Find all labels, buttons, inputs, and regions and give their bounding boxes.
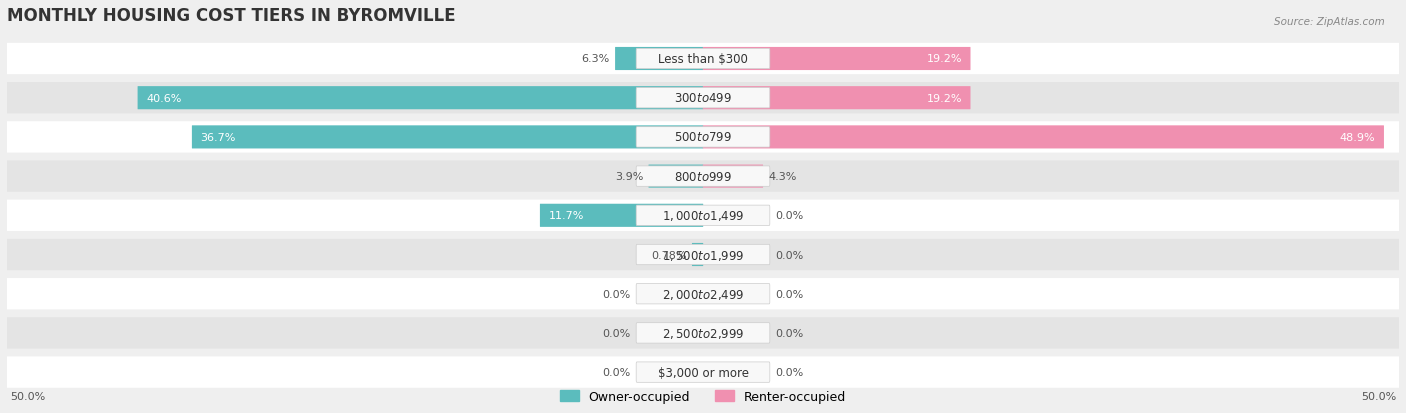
FancyBboxPatch shape [191,126,703,149]
Text: 19.2%: 19.2% [927,93,962,103]
FancyBboxPatch shape [614,48,703,71]
FancyBboxPatch shape [7,318,1399,349]
FancyBboxPatch shape [636,166,770,187]
FancyBboxPatch shape [648,165,703,188]
FancyBboxPatch shape [636,323,770,343]
Text: 0.0%: 0.0% [602,328,631,338]
FancyBboxPatch shape [703,126,1384,149]
Text: 48.9%: 48.9% [1340,133,1375,142]
Text: $2,500 to $2,999: $2,500 to $2,999 [662,326,744,340]
Text: 0.0%: 0.0% [775,289,804,299]
FancyBboxPatch shape [703,87,970,110]
FancyBboxPatch shape [7,122,1399,153]
FancyBboxPatch shape [636,88,770,109]
Text: $1,000 to $1,499: $1,000 to $1,499 [662,209,744,223]
Text: 40.6%: 40.6% [146,93,181,103]
Text: 0.78%: 0.78% [651,250,686,260]
FancyBboxPatch shape [7,278,1399,310]
FancyBboxPatch shape [636,49,770,69]
FancyBboxPatch shape [7,239,1399,271]
Text: 0.0%: 0.0% [602,367,631,377]
Text: Source: ZipAtlas.com: Source: ZipAtlas.com [1274,17,1385,26]
Text: $500 to $799: $500 to $799 [673,131,733,144]
FancyBboxPatch shape [7,161,1399,192]
Text: 50.0%: 50.0% [10,392,45,401]
FancyBboxPatch shape [138,87,703,110]
Text: 0.0%: 0.0% [775,328,804,338]
Text: $3,000 or more: $3,000 or more [658,366,748,379]
Text: $800 to $999: $800 to $999 [673,170,733,183]
Text: 4.3%: 4.3% [769,172,797,182]
Text: 6.3%: 6.3% [582,55,610,64]
Text: MONTHLY HOUSING COST TIERS IN BYROMVILLE: MONTHLY HOUSING COST TIERS IN BYROMVILLE [7,7,456,25]
Text: $2,000 to $2,499: $2,000 to $2,499 [662,287,744,301]
Text: 0.0%: 0.0% [775,211,804,221]
FancyBboxPatch shape [7,356,1399,388]
Text: 0.0%: 0.0% [602,289,631,299]
Text: 11.7%: 11.7% [548,211,583,221]
FancyBboxPatch shape [703,165,763,188]
FancyBboxPatch shape [7,44,1399,75]
Text: Less than $300: Less than $300 [658,53,748,66]
Text: $1,500 to $1,999: $1,500 to $1,999 [662,248,744,262]
Text: 36.7%: 36.7% [201,133,236,142]
FancyBboxPatch shape [7,83,1399,114]
FancyBboxPatch shape [692,243,703,266]
FancyBboxPatch shape [636,245,770,265]
Text: 50.0%: 50.0% [1361,392,1396,401]
Text: 0.0%: 0.0% [775,367,804,377]
Text: 0.0%: 0.0% [775,250,804,260]
FancyBboxPatch shape [540,204,703,227]
FancyBboxPatch shape [7,200,1399,231]
FancyBboxPatch shape [636,362,770,382]
Legend: Owner-occupied, Renter-occupied: Owner-occupied, Renter-occupied [555,385,851,408]
FancyBboxPatch shape [636,284,770,304]
FancyBboxPatch shape [703,48,970,71]
Text: $300 to $499: $300 to $499 [673,92,733,105]
FancyBboxPatch shape [636,127,770,148]
Text: 3.9%: 3.9% [614,172,643,182]
Text: 19.2%: 19.2% [927,55,962,64]
FancyBboxPatch shape [636,206,770,226]
